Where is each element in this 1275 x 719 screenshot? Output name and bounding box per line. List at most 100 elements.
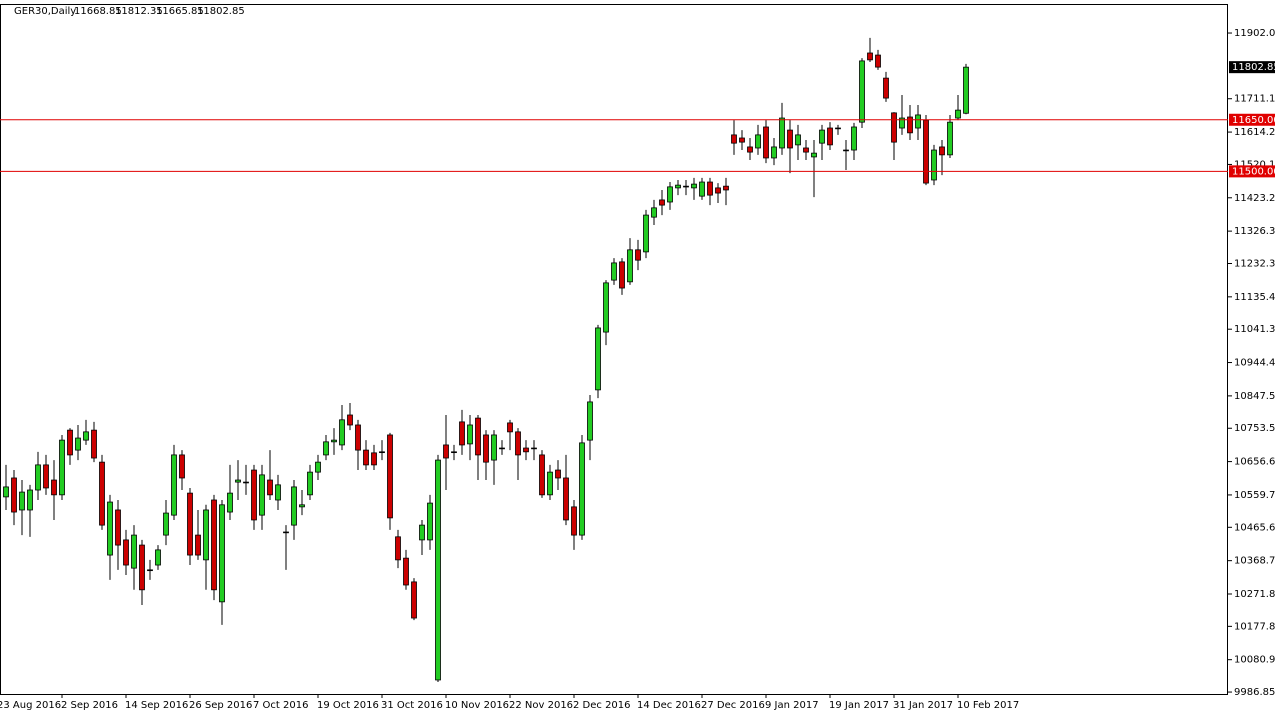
x-tick-label: 10 Nov 2016 (445, 700, 509, 711)
candle-body (419, 524, 425, 541)
x-tick-label: 31 Jan 2017 (893, 700, 953, 711)
candle-body (187, 492, 193, 556)
y-tick-label: 11423.25 (1234, 193, 1275, 204)
candle-body (659, 199, 665, 206)
candle-body (91, 429, 97, 459)
candle-body (19, 491, 25, 511)
candle-body (139, 544, 145, 591)
candle-body (459, 421, 465, 446)
candle-body (35, 464, 41, 491)
candle-body (115, 509, 121, 546)
candle-body (779, 117, 785, 149)
candle-body (499, 447, 505, 450)
candle-body (355, 424, 361, 451)
candle-body (723, 185, 729, 191)
candle-body (0, 484, 1, 501)
candle-body (267, 479, 273, 496)
candle-body (619, 261, 625, 289)
candle-body (475, 417, 481, 456)
candle-body (947, 121, 953, 156)
candle-body (547, 471, 553, 496)
candle-body (955, 109, 961, 119)
candle-body (651, 207, 657, 218)
candle-body (603, 282, 609, 333)
candle-body (275, 484, 281, 501)
header: GER30,Daily 11668.85 11812.35 11665.85 1… (14, 6, 245, 17)
y-tick-label: 11902.05 (1234, 28, 1275, 39)
candle-body (515, 431, 521, 456)
candle-body (491, 434, 497, 461)
candle-body (851, 126, 857, 151)
symbol: GER30,Daily (14, 6, 76, 17)
candle-body (675, 184, 681, 189)
x-tick-label: 31 Oct 2016 (381, 700, 443, 711)
candle-body (83, 431, 89, 441)
candle-body (771, 146, 777, 159)
y-tick-label: 10753.50 (1234, 423, 1275, 434)
h-line-label: 11650.00 (1232, 115, 1275, 126)
candle-body (731, 134, 737, 144)
candle-body (627, 249, 633, 283)
y-tick-label: 9986.85 (1234, 687, 1275, 698)
candle-body (859, 60, 865, 123)
candle-body (699, 181, 705, 197)
candle-body (915, 114, 921, 129)
candle-body (211, 499, 217, 591)
x-tick-label: 22 Nov 2016 (509, 700, 573, 711)
candle-body (27, 489, 33, 511)
candle-body (571, 506, 577, 536)
candle-body (339, 419, 345, 446)
candle-body (371, 452, 377, 466)
candle-body (827, 127, 833, 146)
candle-body (739, 137, 745, 143)
candle-body (107, 501, 113, 556)
candle-body (67, 429, 73, 456)
candle-body (395, 536, 401, 561)
candle-body (299, 504, 305, 508)
y-tick-label: 11135.40 (1234, 292, 1275, 303)
candle-body (443, 444, 449, 459)
x-tick-label: 10 Feb 2017 (957, 700, 1019, 711)
candle-body (635, 249, 641, 261)
candle-body (379, 451, 385, 454)
candle-body (235, 479, 241, 483)
candle-body (155, 549, 161, 566)
candle-body (59, 439, 65, 496)
h-line-label-bg (1229, 113, 1275, 126)
candle-body (595, 327, 601, 391)
candle-body (467, 424, 473, 445)
y-tick-label: 11614.20 (1234, 127, 1275, 138)
candle-body (923, 119, 929, 184)
candle-body (555, 469, 561, 479)
candle-body (147, 569, 153, 572)
x-tick-label: 23 Aug 2016 (0, 700, 61, 711)
y-tick-label: 11232.30 (1234, 258, 1275, 269)
plot-area (0, 37, 969, 683)
header-low: 11665.85 (156, 6, 204, 17)
y-tick-label: 10080.90 (1234, 655, 1275, 666)
candle-body (315, 461, 321, 473)
candle-body (803, 147, 809, 153)
candle-body (131, 534, 137, 569)
header-close: 11802.85 (197, 6, 245, 17)
candle-body (363, 449, 369, 466)
y-tick-label: 10177.80 (1234, 621, 1275, 632)
x-tick-label: 19 Oct 2016 (317, 700, 379, 711)
candle-body (163, 512, 169, 536)
candle-body (683, 185, 689, 188)
y-tick-label: 11041.35 (1234, 324, 1275, 335)
candle-body (611, 262, 617, 281)
h-line-label: 11500.00 (1232, 166, 1275, 177)
candle-body (539, 454, 545, 496)
x-tick-label: 9 Jan 2017 (765, 700, 819, 711)
candle-body (939, 146, 945, 156)
x-tick-label: 2 Sep 2016 (61, 700, 118, 711)
candle-body (259, 474, 265, 516)
header-open: 11668.85 (74, 6, 122, 17)
candle-body (43, 464, 49, 489)
candle-body (203, 509, 209, 561)
plot-frame (0, 4, 1228, 695)
candle-body (835, 127, 841, 130)
candle-body (3, 486, 9, 498)
